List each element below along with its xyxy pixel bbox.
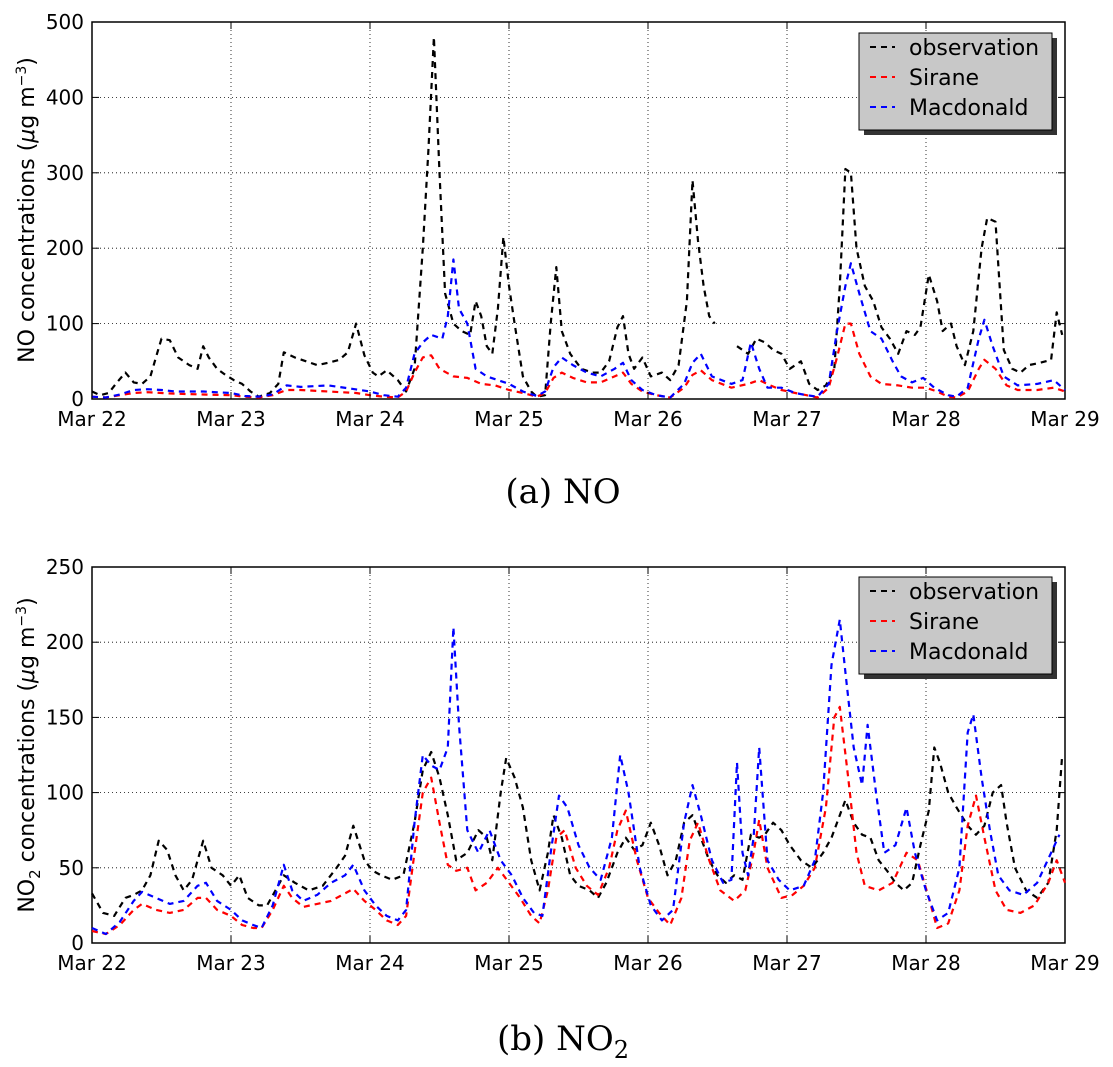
x-tick-label: Mar 23 bbox=[196, 951, 266, 975]
y-ticks: 0 100 200 300 400 500 bbox=[46, 10, 1065, 411]
x-tick-label: Mar 27 bbox=[752, 407, 822, 431]
panel-no2: 0 50 100 150 200 250 Mar 22 Mar 23 Mar 24 Mar 25… bbox=[14, 555, 1100, 1064]
y-tick-label: 400 bbox=[46, 85, 84, 109]
legend-label-macdonald: Macdonald bbox=[909, 96, 1029, 121]
y-tick-label: 200 bbox=[46, 236, 84, 260]
x-tick-label: Mar 25 bbox=[474, 407, 544, 431]
x-tick-label: Mar 28 bbox=[891, 951, 961, 975]
x-tick-label: Mar 26 bbox=[613, 951, 683, 975]
x-tick-label: Mar 22 bbox=[57, 951, 127, 975]
series-line-sirane bbox=[91, 322, 1066, 399]
y-axis-label: NO2 concentrations (μg m−3) bbox=[14, 597, 44, 912]
x-tick-label: Mar 22 bbox=[57, 407, 127, 431]
series-line-observation bbox=[91, 36, 716, 398]
y-axis-label: NO concentrations (μg m−3) bbox=[14, 57, 40, 363]
y-ticks: 0 50 100 150 200 250 bbox=[46, 555, 1065, 955]
y-tick-label: 50 bbox=[59, 856, 84, 880]
series-line-observation bbox=[736, 167, 1064, 392]
y-tick-label: 200 bbox=[46, 630, 84, 654]
series-lines bbox=[91, 618, 1067, 936]
series-line-observation bbox=[91, 746, 1064, 917]
legend: observation Sirane Macdonald bbox=[858, 32, 1057, 135]
x-tick-label: Mar 29 bbox=[1030, 407, 1100, 431]
y-tick-label: 100 bbox=[46, 781, 84, 805]
legend-box bbox=[858, 32, 1053, 131]
legend-label-sirane: Sirane bbox=[909, 66, 979, 91]
x-tick-label: Mar 29 bbox=[1030, 951, 1100, 975]
legend-label-macdonald: Macdonald bbox=[909, 640, 1029, 665]
caption-a: (a) NO bbox=[505, 472, 620, 512]
x-ticks: Mar 22 Mar 23 Mar 24 Mar 25 Mar 26 Mar 27 Mar … bbox=[57, 567, 1100, 975]
legend-label-observation: observation bbox=[909, 36, 1039, 61]
legend-label-sirane: Sirane bbox=[909, 610, 979, 635]
x-tick-label: Mar 25 bbox=[474, 951, 544, 975]
x-tick-label: Mar 23 bbox=[196, 407, 266, 431]
legend-label-observation: observation bbox=[909, 580, 1039, 605]
grid bbox=[92, 22, 1065, 399]
x-tick-label: Mar 24 bbox=[335, 407, 405, 431]
series-line-macdonald bbox=[91, 618, 1061, 936]
y-tick-label: 150 bbox=[46, 705, 84, 729]
legend: observation Sirane Macdonald bbox=[858, 576, 1057, 679]
series-lines bbox=[91, 36, 1066, 399]
legend-box bbox=[858, 576, 1053, 675]
x-tick-label: Mar 26 bbox=[613, 407, 683, 431]
caption-b: (b) NO2 bbox=[497, 1019, 629, 1064]
y-tick-label: 300 bbox=[46, 161, 84, 185]
grid bbox=[92, 567, 1065, 943]
x-tick-label: Mar 28 bbox=[891, 407, 961, 431]
y-tick-label: 100 bbox=[46, 312, 84, 336]
series-line-sirane bbox=[91, 705, 1067, 936]
x-ticks: Mar 22 Mar 23 Mar 24 Mar 25 Mar 26 Mar 27 Mar … bbox=[57, 22, 1100, 431]
y-tick-label: 0 bbox=[71, 387, 84, 411]
y-tick-label: 250 bbox=[46, 555, 84, 579]
x-tick-label: Mar 24 bbox=[335, 951, 405, 975]
x-tick-label: Mar 27 bbox=[752, 951, 822, 975]
y-tick-label: 500 bbox=[46, 10, 84, 34]
y-tick-label: 0 bbox=[71, 931, 84, 955]
